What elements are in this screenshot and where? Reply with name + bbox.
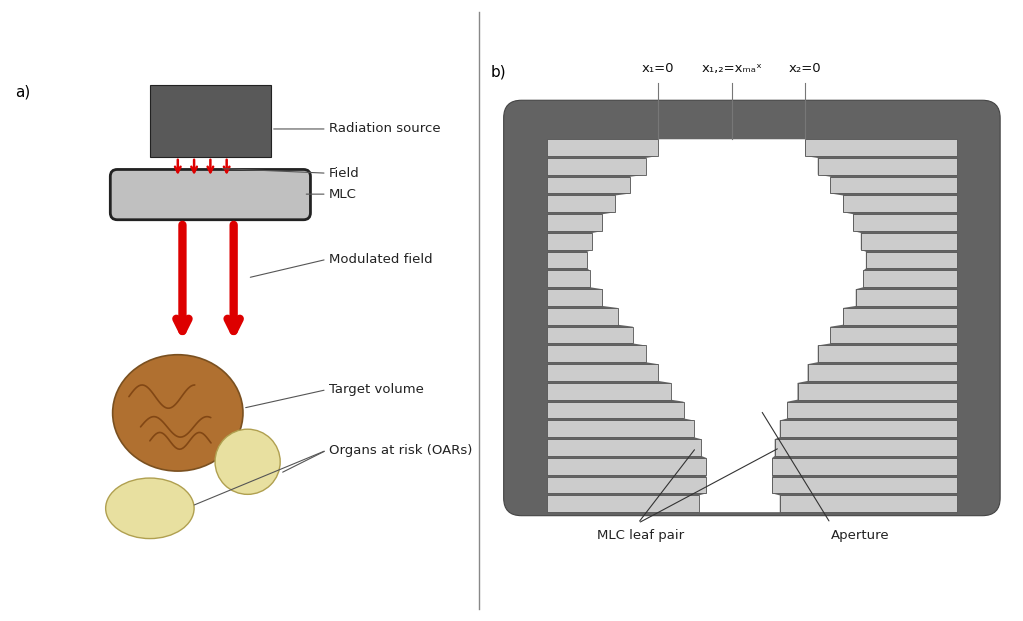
Bar [546,308,618,325]
Bar [546,402,683,419]
Bar [788,402,958,419]
Bar [546,233,592,250]
Text: Radiation source: Radiation source [329,122,441,135]
Bar [853,214,958,231]
FancyBboxPatch shape [503,100,1000,515]
Bar [865,252,958,268]
Bar [863,271,958,287]
FancyBboxPatch shape [150,84,271,157]
Ellipse shape [215,429,280,494]
Text: MLC: MLC [329,188,357,201]
Bar [546,496,699,512]
Bar [546,271,590,287]
Ellipse shape [105,478,194,538]
Bar [807,364,958,381]
Bar [546,458,706,474]
Bar [546,477,706,494]
Bar [546,345,646,362]
Text: x₁,₂=xₘₐˣ: x₁,₂=xₘₐˣ [701,62,762,75]
Text: Aperture: Aperture [831,530,889,543]
Bar [546,252,587,268]
Bar [546,139,658,156]
Bar [843,308,958,325]
Text: Field: Field [329,166,360,179]
Bar [546,439,701,456]
Ellipse shape [113,355,243,471]
FancyBboxPatch shape [110,170,310,220]
Bar [798,383,958,400]
Bar [856,289,958,306]
Bar [546,289,603,306]
Bar [780,420,958,437]
Bar [546,327,633,343]
Bar [831,327,958,343]
Text: b): b) [491,65,506,79]
Polygon shape [587,139,865,512]
Bar [546,364,658,381]
Bar [780,496,958,512]
Bar [772,477,958,494]
Bar [772,458,958,474]
Bar [843,196,958,212]
Bar [831,177,958,194]
Bar [546,158,646,175]
Bar [546,420,694,437]
Text: MLC leaf pair: MLC leaf pair [597,530,684,543]
Bar [546,177,630,194]
Bar [546,214,603,231]
Bar [805,139,958,156]
Text: Target volume: Target volume [329,383,424,396]
Bar [817,345,958,362]
Bar [774,439,958,456]
Bar [817,158,958,175]
Text: x₂=0: x₂=0 [789,62,821,75]
Bar [546,196,615,212]
Text: a): a) [15,84,30,100]
Bar [546,383,671,400]
Text: Modulated field: Modulated field [329,253,433,266]
Text: Organs at risk (OARs): Organs at risk (OARs) [329,443,473,456]
Bar [860,233,958,250]
Text: x₁=0: x₁=0 [641,62,674,75]
